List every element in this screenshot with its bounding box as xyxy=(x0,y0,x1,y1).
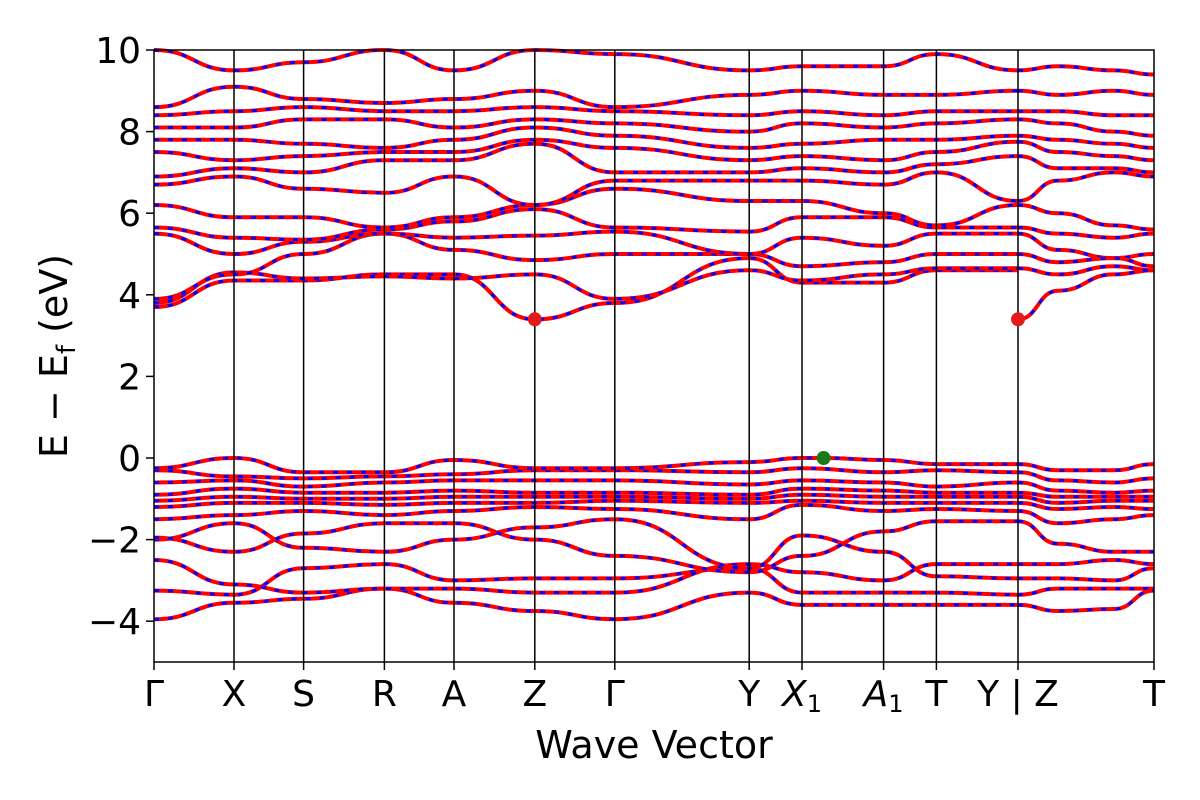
band-line-49 xyxy=(1017,566,1155,583)
band-line-dashed-40 xyxy=(1017,462,1155,472)
x-tick-label: T xyxy=(1142,674,1166,715)
extremum-marker xyxy=(527,312,542,327)
x-tick-label: A xyxy=(442,674,467,715)
x-tick-label: S xyxy=(292,674,315,715)
kpoint-lines xyxy=(233,50,1019,662)
y-axis-title: E − Ef (eV) xyxy=(32,254,82,458)
extremum-marker xyxy=(816,451,831,465)
band-line-dashed-45 xyxy=(1017,501,1155,511)
band-line-25 xyxy=(153,47,1019,73)
band-line-31 xyxy=(1017,139,1155,163)
band-line-dashed-35 xyxy=(1017,226,1155,240)
x-tick-label: X1 xyxy=(780,674,822,718)
band-line-39 xyxy=(1017,268,1155,322)
markers-layer xyxy=(527,312,1025,465)
band-line-34 xyxy=(1017,203,1155,232)
band-line-12 xyxy=(153,256,1018,322)
band-line-dashed-12 xyxy=(153,256,1018,321)
plot-frame xyxy=(153,49,1155,663)
band-line-dashed-17 xyxy=(153,187,1019,230)
band-line-dashed-38 xyxy=(1017,264,1155,276)
band-line-dashed-4 xyxy=(153,519,1018,574)
band-line-dashed-33 xyxy=(1017,170,1155,203)
band-line-4 xyxy=(153,519,1018,575)
band-line-24 xyxy=(153,84,1019,110)
y-axis-ticks: −4 −2 0 2 4 6 8 10 xyxy=(88,31,154,643)
band-line-dashed-27 xyxy=(1017,89,1155,97)
y-axis-title-main: E − E xyxy=(32,354,76,458)
band-line-51 xyxy=(1017,588,1155,614)
y-tick-label: 2 xyxy=(118,357,141,398)
x-tick-label: Γ xyxy=(605,674,625,715)
extremum-marker xyxy=(1011,312,1025,327)
band-line-2 xyxy=(153,558,1018,595)
y-tick-label: 8 xyxy=(118,113,141,154)
band-line-dashed-3 xyxy=(153,517,1019,580)
band-line-15 xyxy=(153,229,1018,257)
band-line-dashed-26 xyxy=(1017,64,1155,76)
x-axis-title: Wave Vector xyxy=(535,723,773,767)
band-line-11 xyxy=(153,455,1018,475)
y-tick-label: 0 xyxy=(118,439,141,480)
band-line-dashed-43 xyxy=(1017,491,1154,499)
x-tick-label: Y xyxy=(737,674,761,715)
x-axis-ticks: Γ X S R A Z Γ Y X1 A1 T Y | Z T xyxy=(144,662,1166,718)
band-line-37 xyxy=(1017,252,1155,269)
band-line-42 xyxy=(1017,480,1155,495)
band-line-dashed-14 xyxy=(153,232,1018,301)
band-line-dashed-32 xyxy=(1017,154,1155,174)
band-line-dashed-44 xyxy=(1017,495,1154,505)
band-line-dashed-34 xyxy=(1017,203,1155,231)
x-tick-label: Z xyxy=(522,674,547,715)
y-axis-title-unit: (eV) xyxy=(32,254,76,345)
band-line-dashed-39 xyxy=(1017,268,1155,321)
y-axis-title-sub: f xyxy=(52,344,82,354)
x-tick-label: T xyxy=(924,674,948,715)
band-line-dashed-29 xyxy=(1017,117,1155,138)
band-line-dashed-30 xyxy=(1017,134,1155,150)
y-tick-label: −2 xyxy=(88,521,141,562)
band-line-47 xyxy=(1017,519,1154,554)
band-line-3 xyxy=(153,517,1019,581)
band-line-18 xyxy=(153,170,1019,208)
band-line-dashed-46 xyxy=(1017,509,1155,525)
band-line-dashed-50 xyxy=(1017,587,1154,597)
band-line-dashed-24 xyxy=(153,85,1019,109)
band-line-dashed-36 xyxy=(1017,232,1155,260)
y-tick-label: −4 xyxy=(88,602,141,643)
band-line-dashed-28 xyxy=(1018,109,1154,117)
band-line-dashed-2 xyxy=(153,558,1018,595)
x-tick-label: Y | Z xyxy=(976,674,1059,715)
y-tick-label: 6 xyxy=(118,194,141,235)
x-tick-label: X xyxy=(222,674,247,715)
band-line-dashed-48 xyxy=(1018,558,1155,566)
band-line-41 xyxy=(1017,470,1155,485)
y-tick-label: 4 xyxy=(118,276,141,317)
band-line-13 xyxy=(153,266,1018,305)
x-tick-label: Γ xyxy=(144,674,164,715)
x-tick-label: A1 xyxy=(862,674,904,718)
x-tick-label: R xyxy=(372,674,397,715)
band-line-dashed-7 xyxy=(153,493,1018,503)
y-tick-label: 10 xyxy=(95,31,141,72)
